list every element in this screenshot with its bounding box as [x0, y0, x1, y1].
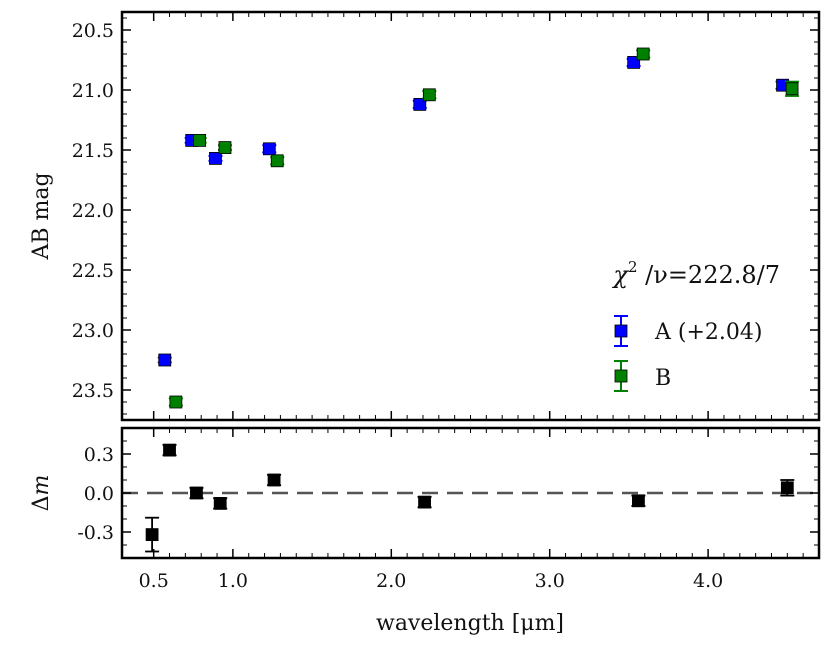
legend-a-marker	[614, 324, 628, 338]
residual-marker	[418, 495, 431, 509]
main-ytick-label: 22.5	[72, 260, 114, 282]
residual-point	[780, 479, 795, 497]
series-b-marker	[218, 141, 232, 155]
main-y-axis-label: AB mag	[29, 172, 54, 260]
series-b-point	[192, 133, 207, 147]
chi-value: /ν=222.8/7	[638, 261, 780, 289]
legend-b-marker	[614, 369, 628, 383]
residual-marker	[213, 496, 227, 510]
xtick-label: 4.0	[693, 570, 723, 592]
residual-marker	[780, 481, 794, 495]
series-b-point	[270, 154, 285, 168]
residual-ylabel-var: m	[29, 475, 54, 496]
series-b-point	[785, 80, 800, 97]
xtick-label: 3.0	[535, 570, 565, 592]
series-b-marker	[636, 47, 650, 61]
main-panel: 20.5 21.0 21.5 22.0 22.5 23.0 23.5 AB mag χ2 /…	[29, 10, 821, 422]
residual-ytick-label: -0.3	[77, 522, 114, 544]
legend-item-a: A (+2.04)	[614, 315, 762, 347]
series-a-point	[262, 142, 277, 156]
residual-ylabel-delta: Δ	[29, 495, 54, 511]
main-ytick-label: 22.0	[72, 200, 114, 222]
residual-marker	[267, 473, 281, 487]
chi-superscript: 2	[628, 258, 638, 276]
series-b-marker	[193, 133, 207, 147]
series-b-marker	[270, 154, 284, 168]
main-ytick-label: 20.5	[72, 20, 114, 42]
residual-xticks: 0.5 1.0 2.0 3.0 4.0	[139, 428, 804, 592]
residual-ytick-label: 0.0	[84, 483, 114, 505]
legend-a-label: A (+2.04)	[654, 320, 762, 345]
residual-point	[417, 495, 432, 509]
residual-point	[213, 496, 228, 510]
legend-b-label: B	[655, 366, 671, 391]
residual-marker	[145, 528, 159, 541]
x-axis-label: wavelength [μm]	[376, 611, 564, 636]
series-b-point	[217, 141, 232, 155]
series-a-marker	[158, 353, 172, 367]
series-b-marker	[785, 82, 799, 96]
series-a-point	[157, 353, 172, 367]
residual-point	[162, 443, 177, 457]
main-ytick-label: 23.5	[72, 380, 114, 402]
series-b-point	[636, 47, 651, 61]
series-b-point	[168, 395, 183, 409]
main-ytick-label: 21.5	[72, 140, 114, 162]
main-yticks: 20.5 21.0 21.5 22.0 22.5 23.0 23.5	[72, 17, 819, 415]
residual-marker	[163, 443, 176, 457]
xtick-label: 2.0	[376, 570, 406, 592]
main-marks	[157, 47, 800, 409]
residual-ytick-label: 0.3	[84, 444, 114, 466]
residual-marks	[145, 443, 795, 553]
residual-point	[267, 473, 282, 487]
residual-y-axis-label: Δm	[29, 475, 54, 512]
residual-yticks: 0.3 0.0 -0.3	[77, 440, 819, 546]
xtick-label: 0.5	[139, 570, 169, 592]
residual-point	[145, 516, 160, 553]
chi-square-annotation: χ2 /ν=222.8/7	[611, 258, 780, 289]
series-b-marker	[169, 395, 183, 409]
series-a-marker	[627, 56, 641, 69]
xtick-label: 1.0	[218, 570, 248, 592]
residual-marker	[190, 486, 203, 500]
legend-item-b: B	[614, 360, 671, 392]
series-b-point	[422, 88, 437, 102]
series-a-marker	[413, 98, 427, 111]
residual-marker	[632, 494, 645, 508]
series-a-marker	[262, 142, 276, 156]
series-a-marker	[209, 151, 222, 165]
chi-symbol: χ	[611, 261, 629, 289]
legend: A (+2.04) B	[614, 315, 762, 392]
residual-point	[631, 494, 646, 508]
residual-point	[189, 486, 204, 500]
main-ytick-label: 21.0	[72, 80, 114, 102]
main-ytick-label: 23.0	[72, 320, 114, 342]
series-a-point	[208, 151, 223, 165]
residual-panel: 0.3 0.0 -0.3 0.5 1.0 2.0 3.0 4.0 Δm wavelength…	[29, 426, 821, 636]
series-b-marker	[422, 88, 436, 102]
main-xticks	[152, 12, 804, 420]
